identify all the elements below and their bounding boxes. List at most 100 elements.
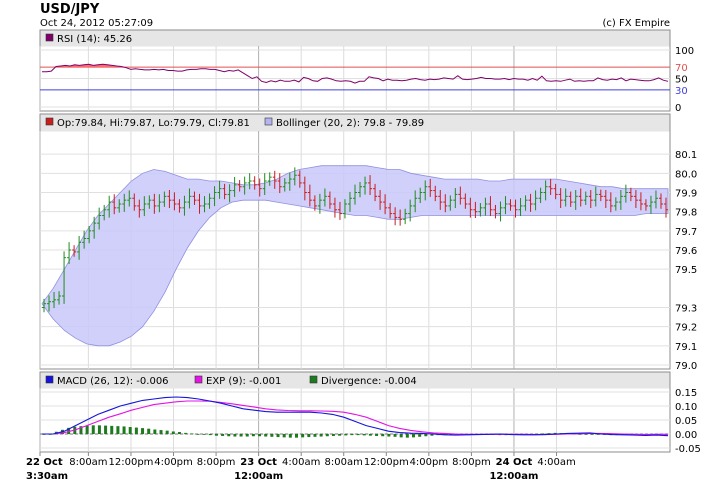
xaxis-label: 4:00am <box>537 457 575 468</box>
xaxis-sublabel: 3:30am <box>26 471 68 482</box>
price-candle <box>287 172 292 191</box>
price-ytick-label: 79.1 <box>675 342 697 353</box>
price-candle <box>383 194 388 215</box>
divergence-bar <box>399 434 403 438</box>
price-candle <box>664 197 668 218</box>
divergence-bar <box>344 434 348 436</box>
price-candle <box>212 186 217 207</box>
price-candle <box>533 190 538 211</box>
price-candle <box>468 197 473 218</box>
price-ytick-label: 79.9 <box>675 189 697 200</box>
price-candle <box>393 207 398 226</box>
price-ytick-label: 79.5 <box>675 265 697 276</box>
xaxis-label: 8:00am <box>325 457 363 468</box>
price-candle <box>528 193 533 212</box>
xaxis-sublabel: 12:00am <box>489 471 538 482</box>
chart-title: USD/JPY <box>40 2 100 17</box>
divergence-bar <box>448 434 452 435</box>
price-candle <box>543 180 548 201</box>
divergence-bar <box>239 434 243 437</box>
divergence-bar <box>418 434 422 437</box>
rsi-ytick-label: 0 <box>675 103 681 114</box>
price-candle <box>72 245 77 257</box>
xaxis-label: 23 Oct <box>240 457 277 468</box>
price-candle <box>217 180 222 199</box>
price-candle <box>132 193 137 211</box>
rsi-line <box>42 63 669 84</box>
divergence-bar <box>338 434 342 436</box>
price-legend-swatch <box>45 117 54 126</box>
xaxis-label: 8:00am <box>69 457 107 468</box>
price-ytick-label: 79.7 <box>675 227 697 238</box>
price-ytick-label: 80.0 <box>675 169 697 180</box>
price-candle <box>643 199 648 211</box>
price-candle <box>227 184 232 203</box>
price-candle <box>443 194 448 213</box>
price-candle <box>508 199 513 211</box>
price-candle <box>598 189 603 202</box>
divergence-bar <box>294 434 298 438</box>
price-candle <box>388 203 393 219</box>
divergence-bar <box>430 434 434 436</box>
price-candle <box>177 199 182 213</box>
divergence-bar <box>270 434 274 437</box>
price-candle <box>42 298 46 313</box>
price-candle <box>52 291 57 309</box>
divergence-legend-label: Divergence: -0.004 <box>321 376 417 387</box>
macd-line <box>42 396 669 437</box>
divergence-bar <box>264 434 268 437</box>
price-candle <box>448 195 453 211</box>
price-candle <box>583 191 588 205</box>
price-candle <box>242 176 247 195</box>
price-ytick-label: 79.6 <box>675 246 697 257</box>
price-candle <box>628 187 633 202</box>
rsi-ytick-label: 70 <box>675 63 688 74</box>
rsi-ytick-label: 30 <box>675 86 688 97</box>
divergence-bar <box>596 434 600 435</box>
xaxis-label: 22 Oct <box>26 457 63 468</box>
price-candle <box>192 191 197 205</box>
price-candle <box>398 209 403 226</box>
price-candle <box>538 187 543 204</box>
bollinger-legend-swatch <box>264 117 273 126</box>
price-candle <box>608 192 613 213</box>
price-candle <box>498 201 503 222</box>
price-candle <box>77 236 82 260</box>
divergence-bar <box>350 434 354 436</box>
price-candle <box>518 198 523 217</box>
price-candle <box>87 226 92 244</box>
macd-ytick-label: 0.15 <box>675 388 697 399</box>
price-candle <box>653 190 658 209</box>
divergence-bar <box>362 434 366 436</box>
price-candle <box>337 201 342 220</box>
price-candle <box>658 193 663 209</box>
price-candle <box>297 170 302 188</box>
divergence-bar <box>91 425 95 434</box>
bollinger-band <box>41 165 669 347</box>
price-candle <box>222 183 227 200</box>
price-candle <box>503 196 508 215</box>
price-candle <box>127 190 132 207</box>
price-candle <box>137 199 142 218</box>
xaxis-label: 12:00pm <box>364 457 409 468</box>
divergence-bar <box>128 427 132 434</box>
divergence-bar <box>319 434 323 437</box>
divergence-bar <box>245 434 249 437</box>
price-candle <box>167 190 172 209</box>
xaxis-label: 4:00pm <box>410 457 449 468</box>
macd-legend-label: MACD (26, 12): -0.006 <box>57 376 169 387</box>
divergence-bar <box>412 434 416 438</box>
price-candle <box>202 196 207 213</box>
divergence-bar <box>214 434 218 436</box>
divergence-bar <box>313 434 317 437</box>
price-candle <box>47 295 52 312</box>
xaxis-label: 12:00pm <box>109 457 154 468</box>
rsi-ytick-label: 50 <box>675 75 688 86</box>
price-candle <box>322 188 327 207</box>
divergence-bar <box>104 425 108 434</box>
divergence-bar <box>356 434 360 436</box>
divergence-bar <box>405 434 409 438</box>
price-candle <box>488 196 493 217</box>
exp-legend-label: EXP (9): -0.001 <box>206 376 281 387</box>
